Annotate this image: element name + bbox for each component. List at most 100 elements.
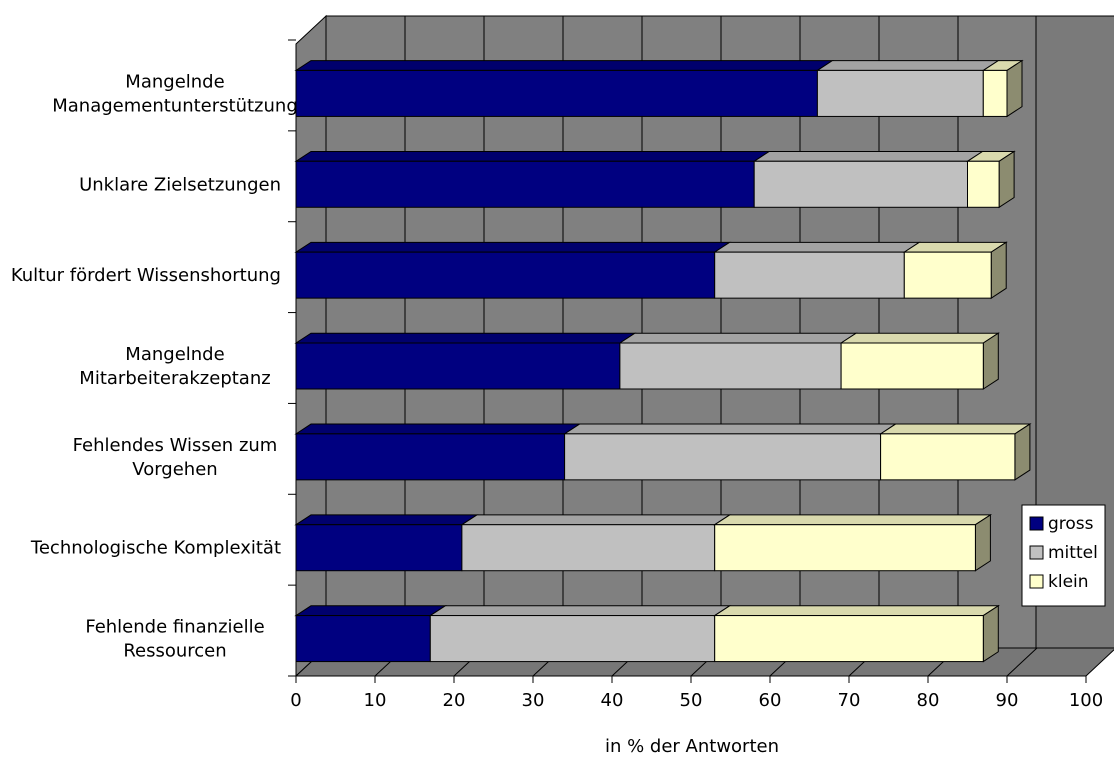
x-tick-label: 90 [996, 690, 1019, 711]
legend-swatch-gross [1029, 516, 1044, 531]
category-labels: Mangelnde Managementunterstützung Unklare … [11, 39, 298, 677]
bar-side-face [1014, 423, 1031, 481]
floor-gridline [1006, 647, 1038, 677]
bar-front-face [295, 69, 818, 117]
bar-top-face [294, 423, 582, 435]
bar-side-face [998, 150, 1015, 209]
category-label: Ressourcen [123, 641, 226, 662]
legend-swatch-mittel [1029, 545, 1044, 560]
bar-mittel [713, 241, 921, 299]
bar-front-face [564, 433, 882, 481]
bar-klein [713, 513, 993, 572]
category-label: Managementunterstützung [52, 95, 298, 116]
bar-front-face [619, 342, 842, 390]
x-tick-label: 40 [601, 690, 624, 711]
bar-front-face [295, 251, 716, 299]
bar-front-face [967, 160, 1000, 208]
bar-mittel [460, 514, 732, 572]
x-tick-label: 60 [759, 690, 782, 711]
bar-side-face [982, 604, 999, 663]
bar-top-face [294, 332, 637, 344]
x-axis-title: in % der Antworten [605, 736, 779, 757]
bar-top-face [294, 605, 447, 617]
bar-top-face [562, 423, 898, 435]
bar-front-face [295, 615, 431, 663]
bar-front-face [816, 69, 984, 117]
bar-mittel [428, 605, 732, 663]
bar-top-face [294, 514, 479, 526]
bar-front-face [714, 615, 984, 663]
bars [294, 59, 1032, 663]
bar-front-face [295, 342, 621, 390]
bar-top-face [294, 150, 771, 162]
bar-mittel [752, 150, 985, 208]
category-label: Vorgehen [132, 459, 217, 480]
bar-top-face [294, 241, 732, 253]
bar-top-face [713, 514, 993, 526]
bar-front-face [840, 342, 984, 390]
bar-side-face [974, 513, 991, 572]
x-tick-label: 30 [522, 690, 545, 711]
x-tick-label: 70 [838, 690, 861, 711]
bar-mittel [562, 423, 898, 481]
bar-side-face [982, 332, 999, 390]
bar-top-face [902, 241, 1008, 253]
bar-front-face [714, 524, 976, 572]
category-label: Technologische Komplexität [30, 538, 281, 559]
x-tick-label: 10 [364, 690, 387, 711]
category-label: Mangelnde [125, 71, 224, 92]
bar-front-face [982, 69, 1008, 117]
bar-gross [294, 605, 447, 663]
bar-top-face [294, 60, 835, 71]
bar-front-face [714, 251, 905, 299]
x-tick-label: 80 [917, 690, 940, 711]
category-label: Kultur fördert Wissenshortung [11, 265, 281, 286]
bar-front-face [295, 524, 463, 572]
bar-klein [981, 59, 1024, 118]
bar-front-face [903, 251, 992, 299]
bar-gross [294, 423, 582, 481]
bar-gross [294, 150, 771, 208]
bar-top-face [839, 332, 1000, 344]
bar-top-face [428, 605, 732, 617]
x-tick-label: 0 [290, 690, 301, 711]
bar-side-face [990, 241, 1007, 300]
bar-front-face [461, 524, 716, 572]
bar-klein [839, 332, 1000, 390]
bar-gross [294, 332, 637, 390]
bar-top-face [815, 60, 1000, 71]
bar-klein [902, 241, 1008, 300]
bar-klein [713, 604, 1000, 663]
x-axis: 0 10 20 30 40 50 60 70 80 90 100 [290, 675, 1103, 711]
legend: gross mittel klein [1021, 504, 1106, 607]
bar-klein [878, 423, 1032, 481]
legend-label: gross [1048, 514, 1094, 534]
bar-front-face [429, 615, 716, 663]
bar-top-face [460, 514, 732, 526]
legend-label: klein [1048, 572, 1089, 592]
bar-top-face [752, 150, 985, 162]
category-label: Fehlendes Wissen zum [73, 435, 278, 456]
x-tick-label: 20 [443, 690, 466, 711]
bar-front-face [295, 433, 566, 481]
bar-top-face [713, 605, 1000, 617]
category-label: Mitarbeiterakzeptanz [79, 368, 270, 389]
bar-klein [965, 150, 1016, 209]
bar-side-face [1006, 59, 1023, 118]
right-wall [1035, 15, 1114, 649]
legend-label: mittel [1048, 543, 1098, 563]
category-label: Fehlende finanzielle [85, 617, 264, 638]
bar-top-face [713, 241, 921, 253]
bar-front-face [295, 160, 755, 208]
category-label: Unklare Zielsetzungen [79, 174, 281, 195]
bar-top-face [878, 423, 1032, 435]
bar-gross [294, 241, 732, 299]
bar-front-face [753, 160, 969, 208]
bar-front-face [880, 433, 1016, 481]
legend-swatch-klein [1029, 574, 1044, 589]
bar-gross [294, 514, 479, 572]
bar-top-face [618, 332, 858, 344]
bar-mittel [815, 60, 1000, 117]
x-tick-label: 100 [1069, 690, 1103, 711]
